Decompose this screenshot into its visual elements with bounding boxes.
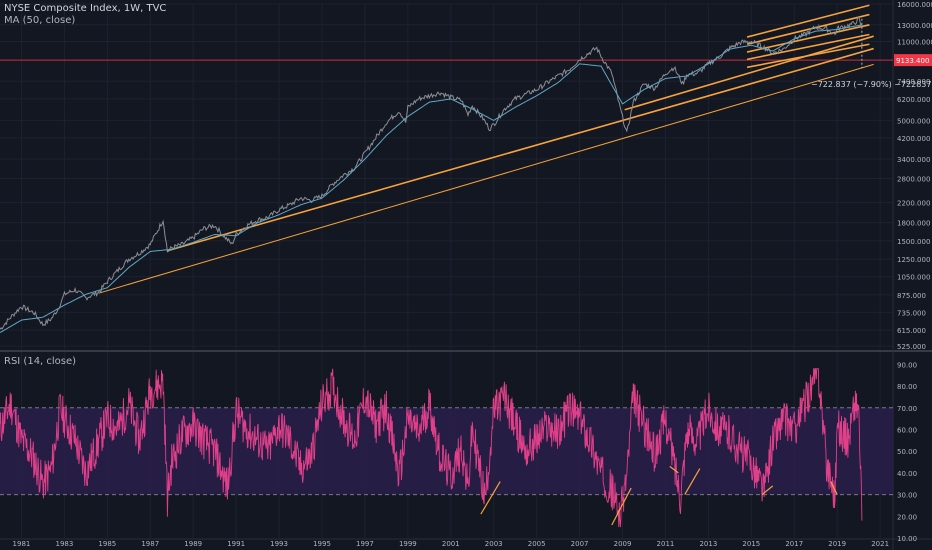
rsi-label: RSI (14, close): [4, 356, 77, 367]
rsi-tick-label: 10.00: [897, 535, 917, 543]
rsi-tick-label: 20.00: [897, 513, 917, 521]
trendline-1: [98, 63, 874, 294]
trendline-2: [624, 35, 874, 111]
measure-label: −722.837 (−7.90%) −722837: [811, 80, 931, 89]
rsi-tick-label: 80.00: [897, 383, 917, 391]
time-tick-label: 1989: [184, 540, 202, 548]
price-tick-label: 1800.000: [897, 220, 930, 228]
time-tick-label: 1981: [13, 540, 31, 548]
time-tick-label: 2019: [828, 540, 846, 548]
price-tick-label: 735.000: [897, 309, 926, 317]
price-tick-label: 6200.000: [897, 96, 930, 104]
rsi-trendline-0: [480, 481, 501, 515]
rsi-tick-label: 50.00: [897, 448, 917, 456]
time-tick-label: 1993: [270, 540, 288, 548]
price-tick-label: 16000.000: [897, 1, 932, 9]
price-tick-label: 875.000: [897, 292, 926, 300]
time-tick-label: 1987: [141, 540, 159, 548]
time-tick-label: 2007: [571, 540, 589, 548]
time-tick-label: 2021: [871, 540, 889, 548]
time-tick-label: 1995: [313, 540, 331, 548]
time-tick-label: 2001: [442, 540, 460, 548]
time-tick-label: 2015: [742, 540, 760, 548]
price-tick-label: 615.000: [897, 327, 926, 335]
time-tick-label: 2005: [528, 540, 546, 548]
price-tick-label: 525.000: [897, 343, 926, 351]
time-tick-label: 2009: [614, 540, 632, 548]
rsi-tick-label: 30.00: [897, 492, 917, 500]
price-tick-label: 7400.000: [897, 78, 930, 86]
price-tick-label: 1500.000: [897, 238, 930, 246]
trendline-6: [746, 33, 870, 61]
price-tick-label: 2200.000: [897, 200, 930, 208]
rsi-tick-label: 40.00: [897, 470, 917, 478]
chart-title: NYSE Composite Index, 1W, TVC: [4, 3, 167, 14]
price-tick-label: 1050.000: [897, 274, 930, 282]
time-tick-label: 1985: [98, 540, 116, 548]
trendline-7: [746, 43, 870, 69]
rsi-tick-label: 90.00: [897, 361, 917, 369]
time-tick-label: 1997: [356, 540, 374, 548]
ma-label: MA (50, close): [4, 15, 76, 26]
time-tick-label: 1991: [227, 540, 245, 548]
rsi-trendline-5: [830, 481, 838, 495]
price-tag-bg: [894, 54, 932, 67]
rsi-line: [0, 368, 863, 528]
price-tick-label: 11000.000: [897, 39, 932, 47]
time-tick-label: 2017: [785, 540, 803, 548]
trendline-5: [746, 24, 870, 53]
rsi-tick-label: 60.00: [897, 426, 917, 434]
price-tick-label: 13000.000: [897, 22, 932, 30]
time-tick-label: 2003: [485, 540, 503, 548]
trendline-3: [746, 4, 870, 38]
price-tick-label: 4200.000: [897, 135, 930, 143]
time-tick-label: 1983: [55, 540, 73, 548]
rsi-trendline-4: [761, 485, 774, 496]
rsi-trendline-3: [684, 468, 701, 495]
price-tick-label: 5000.000: [897, 117, 930, 125]
price-tick-label: 1250.000: [897, 256, 930, 264]
price-tick-label: 2800.000: [897, 175, 930, 183]
ma-line: [0, 24, 862, 334]
trendline-4: [746, 13, 870, 46]
price-tag: 9133.400: [896, 57, 929, 65]
price-tick-label: 3400.000: [897, 156, 930, 164]
trendline-0: [167, 47, 874, 252]
rsi-trendline-1: [611, 487, 632, 526]
time-tick-label: 2013: [699, 540, 717, 548]
time-tick-label: 1999: [399, 540, 417, 548]
time-tick-label: 2011: [657, 540, 675, 548]
rsi-tick-label: 70.00: [897, 405, 917, 413]
rsi-trendline-2: [669, 465, 679, 474]
